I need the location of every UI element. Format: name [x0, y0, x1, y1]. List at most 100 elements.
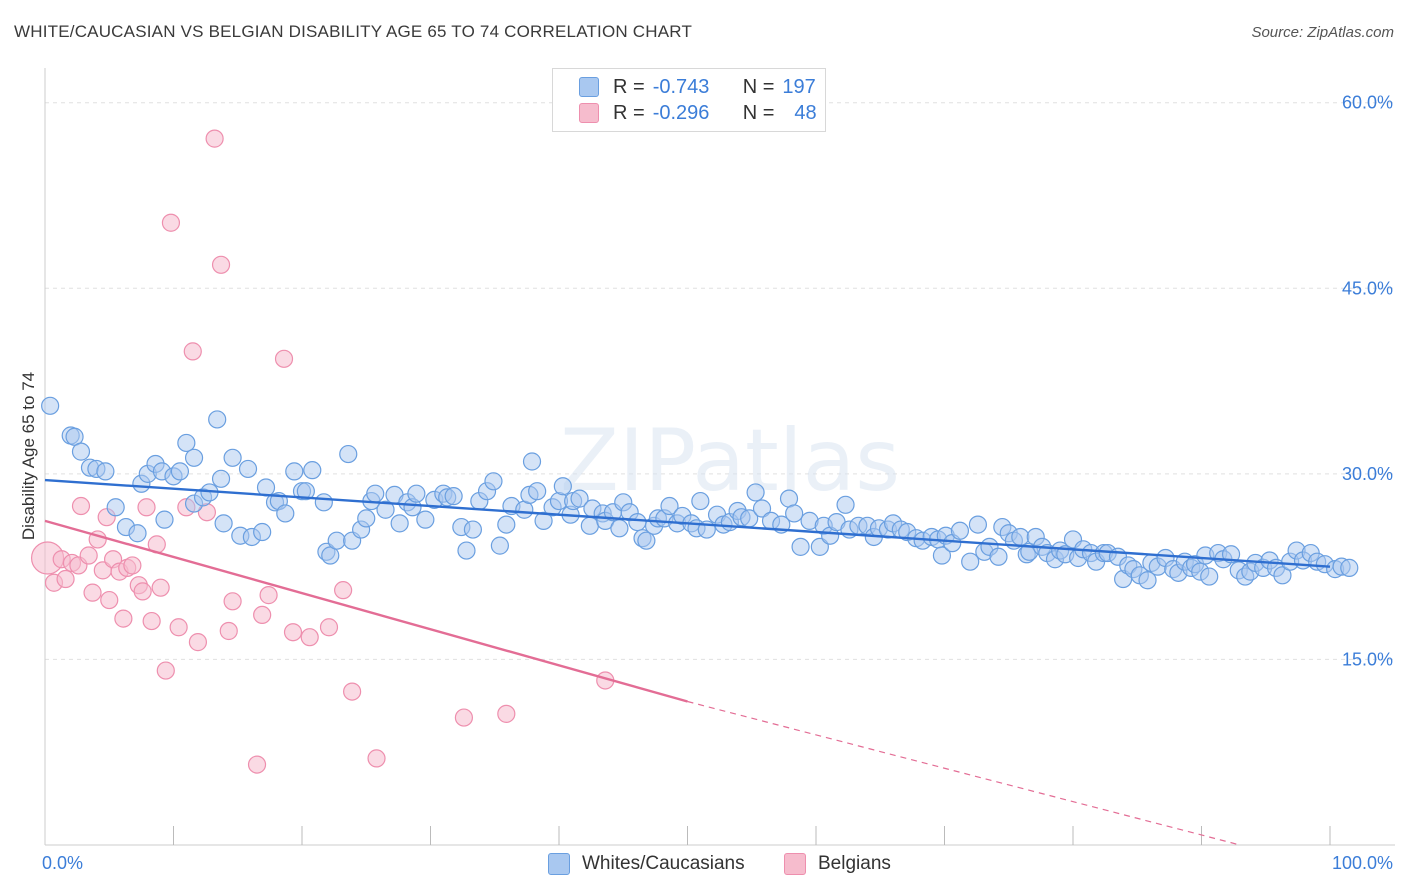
whites-point — [211, 469, 231, 488]
source-label: Source: ZipAtlas.com — [1251, 24, 1394, 41]
x-tick-label: 0.0% — [42, 853, 83, 873]
belgians-point — [183, 342, 202, 361]
belgians-point — [497, 704, 516, 723]
belgians-point — [283, 623, 303, 642]
n-label: N = — [742, 101, 775, 124]
belgians-point — [114, 609, 133, 628]
whites-swatch — [579, 77, 599, 97]
whites-point — [950, 521, 970, 540]
legend-row-belgians: R = -0.296 N = 48 — [579, 101, 817, 125]
whites-trend-line — [44, 478, 1331, 568]
belgians-point — [161, 213, 181, 232]
whites-point — [637, 531, 656, 550]
r-value: -0.743 — [652, 75, 710, 98]
whites-point — [522, 452, 542, 471]
belgians-point — [247, 755, 267, 774]
correlation-legend: R = -0.743 N = 197 R = -0.296 N = 48 — [552, 68, 826, 132]
r-label: R = — [613, 101, 645, 124]
whites-point — [785, 504, 804, 523]
legend-item-belgians[interactable]: Belgians — [784, 852, 891, 876]
whites-point — [1340, 558, 1359, 577]
whites-point — [497, 515, 516, 534]
whites-point — [457, 541, 476, 560]
belgians-point — [367, 749, 386, 768]
n-value: 48 — [794, 101, 817, 124]
whites-point — [155, 510, 174, 529]
whites-point — [366, 484, 385, 503]
belgians-point — [151, 578, 170, 597]
x-tick-label: 100.0% — [1332, 853, 1393, 873]
whites-point — [444, 487, 463, 506]
whites-point — [128, 524, 147, 543]
whites-point — [691, 491, 710, 511]
whites-point — [177, 433, 196, 453]
whites-legend-label: Whites/Caucasians — [582, 853, 745, 874]
whites-point — [1138, 571, 1157, 590]
y-tick-label: 45.0% — [1342, 278, 1393, 298]
belgians-point — [188, 633, 208, 652]
r-value: -0.296 — [652, 101, 710, 124]
belgians-point — [253, 605, 272, 625]
whites-point — [836, 495, 855, 514]
whites-point — [339, 444, 358, 464]
whites-point — [208, 410, 227, 429]
belgians-point — [219, 621, 238, 641]
belgians-points — [30, 129, 615, 774]
belgians-point — [83, 583, 102, 602]
belgians-point — [205, 129, 224, 148]
whites-point — [752, 499, 772, 518]
whites-point — [1273, 566, 1292, 585]
whites-point — [416, 510, 435, 529]
whites-legend-swatch — [548, 853, 570, 875]
n-label: N = — [742, 75, 775, 98]
whites-point — [223, 448, 242, 467]
whites-point — [610, 519, 629, 538]
legend-item-whites[interactable]: Whites/Caucasians — [548, 852, 745, 876]
belgians-point — [211, 255, 231, 274]
whites-point — [285, 462, 304, 481]
watermark: ZIPatlas — [560, 411, 900, 511]
whites-point — [390, 514, 409, 533]
belgians-trend-extension — [687, 700, 1241, 846]
belgians-point — [71, 496, 91, 516]
whites-point — [528, 482, 547, 501]
belgians-point — [137, 498, 156, 517]
belgians-point — [56, 569, 75, 589]
legend-row-whites: R = -0.743 N = 197 — [579, 75, 816, 99]
whites-point — [961, 552, 980, 571]
y-tick-label: 60.0% — [1342, 93, 1393, 113]
whites-point — [580, 516, 599, 535]
r-label: R = — [613, 75, 645, 98]
whites-point — [746, 483, 765, 502]
belgians-point — [319, 618, 339, 637]
whites-point — [357, 509, 376, 528]
whites-point — [490, 536, 509, 555]
belgians-point — [343, 682, 362, 701]
belgians-point — [100, 590, 119, 610]
belgians-point — [259, 586, 278, 605]
whites-point — [989, 547, 1008, 566]
y-tick-label: 15.0% — [1342, 649, 1393, 669]
belgians-point — [169, 618, 188, 637]
whites-point — [314, 493, 333, 512]
belgians-point — [274, 349, 294, 368]
whites-point — [534, 511, 553, 530]
belgians-point — [223, 592, 242, 611]
whites-point — [303, 461, 322, 480]
whites-point — [96, 462, 115, 481]
whites-point — [184, 448, 204, 467]
whites-point — [553, 477, 572, 496]
whites-point — [407, 484, 426, 503]
belgians-point — [334, 581, 353, 600]
whites-point — [376, 500, 395, 519]
chart-title: WHITE/CAUCASIAN VS BELGIAN DISABILITY AG… — [14, 22, 693, 41]
belgians-trend-line — [44, 519, 688, 703]
whites-point — [932, 546, 952, 565]
axes — [44, 68, 1395, 846]
whites-point — [71, 442, 91, 461]
whites-point — [968, 515, 988, 534]
y-tick-label: 30.0% — [1342, 464, 1393, 484]
whites-point — [41, 396, 60, 415]
whites-point — [570, 489, 589, 508]
